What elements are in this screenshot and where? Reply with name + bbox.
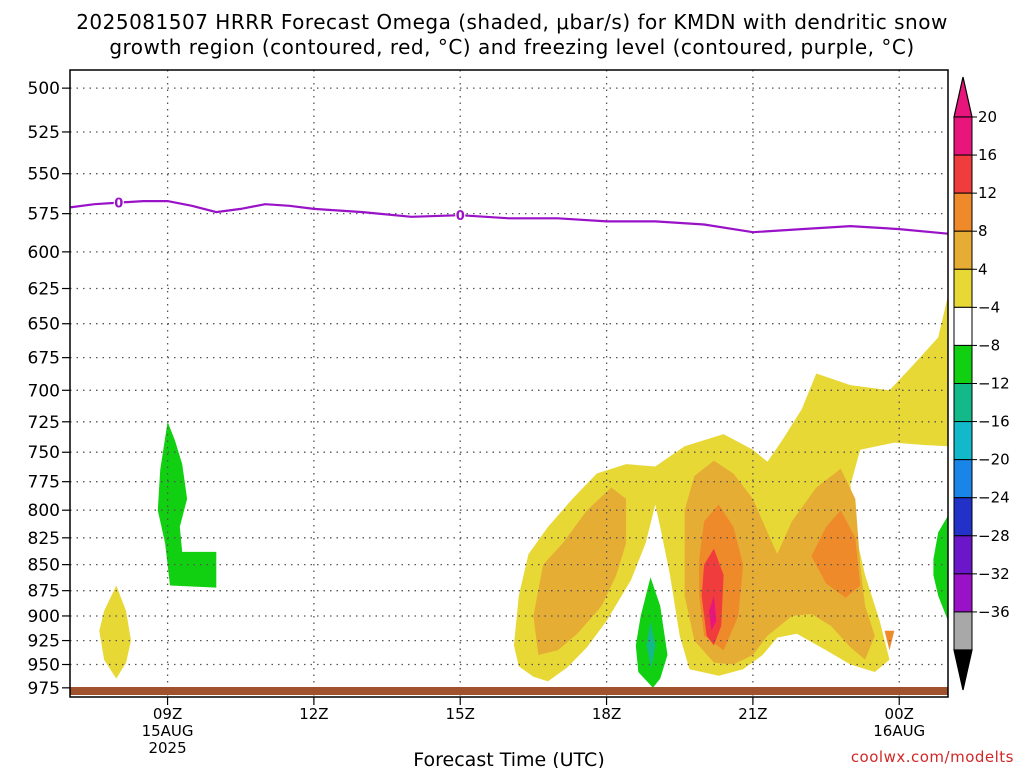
y-tick-label: 725 [28,413,60,433]
colorbar-label: 20 [978,108,997,126]
colorbar-label: −36 [978,603,1010,621]
x-tick-label: 12Z [299,705,328,723]
colorbar-swatch [953,192,973,232]
colorbar-label: −32 [978,565,1010,583]
colorbar-swatch [953,383,973,423]
x-tick-date: 16AUG [873,722,925,740]
chart-title-line1: 2025081507 HRRR Forecast Omega (shaded, … [76,10,948,34]
y-tick-label: 625 [28,280,60,300]
y-tick-label: 600 [28,243,60,263]
colorbar-swatch [953,306,973,346]
plot-frame [69,69,949,698]
freezing-label-bg [113,195,124,209]
y-tick-label: 700 [28,381,60,401]
colorbar-swatch [953,116,973,156]
colorbar-swatch [953,535,973,575]
colorbar-label: 16 [978,146,997,164]
x-tick-label: 18Z [592,705,621,723]
omega-shading [99,295,948,688]
omega-region-4 [811,510,861,598]
omega-region-6 [701,548,724,646]
y-tick-label: 850 [28,556,60,576]
colorbar-label: −20 [978,451,1010,469]
y-tick-label: 875 [28,582,60,602]
freezing-level-layer: 00 [70,195,948,235]
colorbar-swatch [953,230,973,270]
y-tick-label: 950 [28,656,60,676]
freezing-level-label: 0 [114,197,123,212]
y-tick-label: 550 [28,165,60,185]
y-tick-label: 675 [28,349,60,369]
omega-region-7 [709,595,717,631]
freezing-level-label: 0 [456,209,465,224]
freezing-level-line [70,200,948,235]
y-tick-label: 575 [28,205,60,225]
colorbar-label: 12 [978,184,997,202]
y-tick-label: 775 [28,473,60,493]
grid-lines [70,70,948,697]
y-tick-label: 825 [28,529,60,549]
x-tick-label: 15Z [446,705,475,723]
y-tick-label: 800 [28,501,60,521]
colorbar-swatch [953,268,973,308]
y-tick-label: 900 [28,607,60,627]
colorbar-bottom-arrow [953,649,973,691]
colorbar-top-arrow [953,76,973,118]
y-tick-label: 750 [28,443,60,463]
omega-region-9 [157,421,217,588]
colorbar-label: 8 [978,222,988,240]
omega-region-1 [533,487,627,655]
omega-region-11 [646,620,656,670]
x-tick-label: 09Z [153,705,182,723]
colorbar-label: −28 [978,527,1010,545]
y-tick-label: 925 [28,632,60,652]
x-axis-label: Forecast Time (UTC) [413,749,604,768]
y-axis: 500 525 550 575 600 625 650 675 700 725 750 775 800 8… [28,79,70,699]
colorbar-label: −4 [978,298,1000,316]
colorbar-label: −12 [978,375,1010,393]
y-tick-label: 975 [28,679,60,699]
credit-text: coolwx.com/modelts [850,748,1014,766]
colorbar-swatch [953,497,973,537]
colorbar-swatch [953,344,973,384]
omega-region-12 [933,515,948,621]
colorbar-label: −24 [978,489,1010,507]
x-tick-label: 00Z [885,705,914,723]
omega-region-8 [99,585,131,679]
x-tick-date: 15AUG [142,722,194,740]
colorbar: 20 16 12 8 4 −4 −8 −12 −16 −20 −24 −28 −32 −36 [953,76,1010,691]
y-tick-label: 525 [28,123,60,143]
y-tick-label: 650 [28,315,60,335]
colorbar-swatch [953,154,973,194]
freezing-label-bg [455,208,466,222]
colorbar-label: −8 [978,336,1000,354]
colorbar-label: −16 [978,413,1010,431]
ground-strip [70,687,948,695]
y-tick-label: 500 [28,79,60,99]
colorbar-swatch [953,421,973,461]
x-tick-year: 2025 [148,739,186,757]
colorbar-swatch [953,573,973,613]
chart-title-line2: growth region (contoured, red, °C) and f… [109,35,915,59]
colorbar-swatch [953,611,973,651]
x-tick-label: 21Z [738,705,767,723]
colorbar-swatch [953,459,973,499]
colorbar-label: 4 [978,260,988,278]
